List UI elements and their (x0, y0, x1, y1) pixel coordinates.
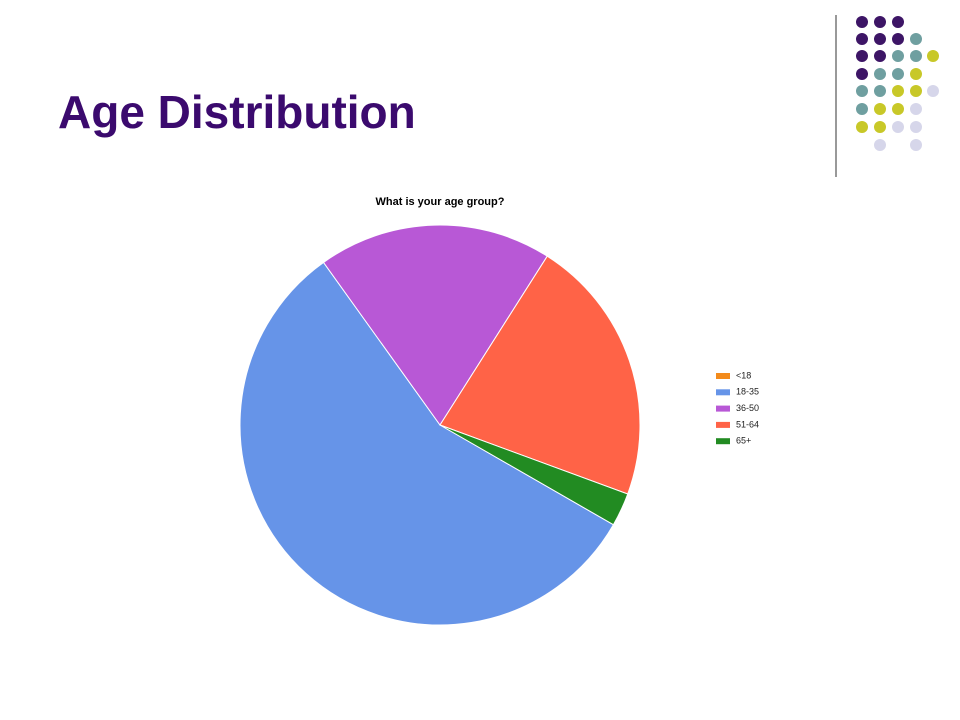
slide-title: Age Distribution (58, 86, 416, 138)
pie-slice (239, 261, 615, 626)
legend-label: <18 (736, 370, 751, 380)
pie-slice (439, 424, 629, 526)
pie-slice (439, 255, 641, 495)
pie-slice (322, 224, 548, 426)
chart-title: What is your age group? (376, 196, 505, 208)
legend-swatch (716, 421, 730, 428)
legend-label: 18-35 (736, 387, 759, 397)
dots (856, 16, 939, 151)
legend-label: 65+ (736, 436, 751, 446)
legend-swatch (716, 405, 730, 412)
legend-label: 36-50 (736, 403, 759, 413)
legend-label: 51-64 (736, 419, 759, 429)
legend-swatch (716, 389, 730, 396)
legend-swatch (716, 438, 730, 445)
legend-swatch (716, 373, 730, 379)
decoration (835, 15, 939, 177)
